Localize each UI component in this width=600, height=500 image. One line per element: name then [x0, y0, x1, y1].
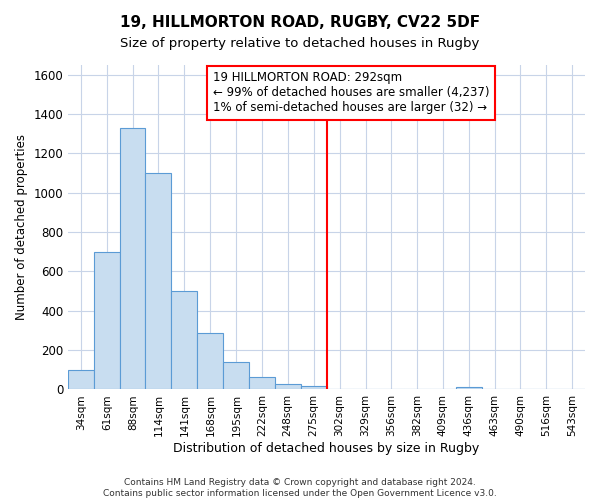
- Bar: [172, 291, 197, 390]
- Bar: [68, 370, 94, 390]
- Bar: [145, 173, 172, 390]
- Text: Contains HM Land Registry data © Crown copyright and database right 2024.
Contai: Contains HM Land Registry data © Crown c…: [103, 478, 497, 498]
- Bar: [197, 334, 223, 390]
- Text: 19, HILLMORTON ROAD, RUGBY, CV22 5DF: 19, HILLMORTON ROAD, RUGBY, CV22 5DF: [120, 15, 480, 30]
- X-axis label: Distribution of detached houses by size in Rugby: Distribution of detached houses by size …: [173, 442, 480, 455]
- Bar: [301, 386, 326, 390]
- Bar: [120, 128, 145, 390]
- Bar: [94, 252, 120, 390]
- Text: 19 HILLMORTON ROAD: 292sqm
← 99% of detached houses are smaller (4,237)
1% of se: 19 HILLMORTON ROAD: 292sqm ← 99% of deta…: [213, 72, 490, 114]
- Bar: [456, 386, 482, 390]
- Y-axis label: Number of detached properties: Number of detached properties: [15, 134, 28, 320]
- Text: Size of property relative to detached houses in Rugby: Size of property relative to detached ho…: [121, 38, 479, 51]
- Bar: [275, 384, 301, 390]
- Bar: [250, 376, 275, 390]
- Bar: [223, 362, 250, 390]
